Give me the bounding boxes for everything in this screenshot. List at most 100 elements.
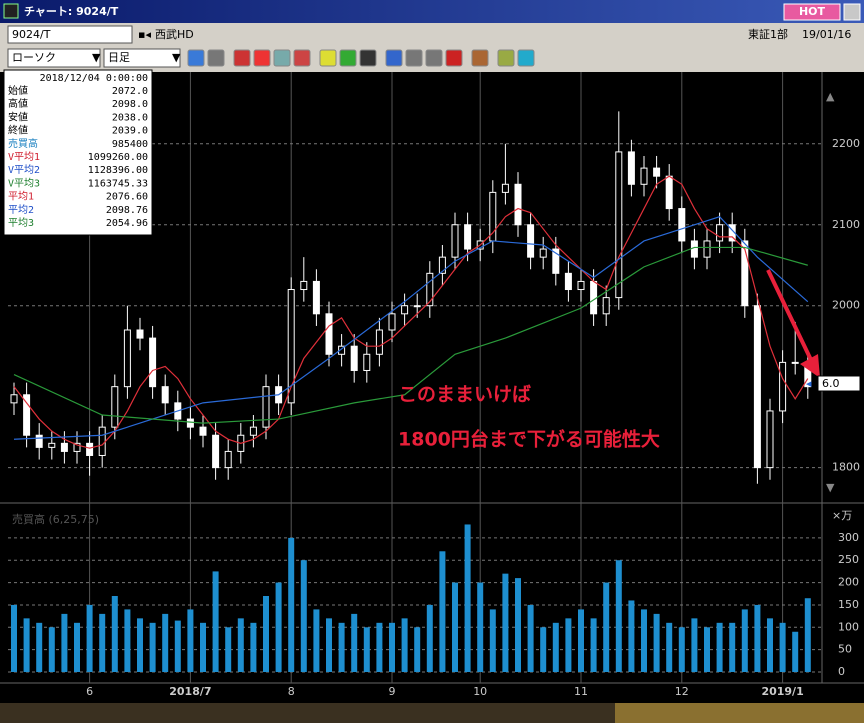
tool-button[interactable] [471, 49, 489, 67]
period-label[interactable]: 日足 [108, 51, 130, 64]
tool-button[interactable] [497, 49, 515, 67]
volume-bar [704, 627, 710, 672]
volume-bar [300, 560, 307, 672]
tool-button[interactable] [207, 49, 225, 67]
symbol-box[interactable] [7, 25, 133, 44]
tool-button[interactable] [425, 49, 443, 67]
volume-bar [691, 618, 698, 672]
candle-body [224, 450, 232, 469]
candle-body [413, 305, 421, 308]
tool-button[interactable] [405, 49, 423, 67]
hot-button[interactable] [783, 3, 841, 21]
volume-bar [565, 618, 572, 672]
tool-button[interactable] [445, 49, 463, 67]
candle-body [791, 361, 799, 364]
tool-button[interactable] [359, 49, 377, 67]
candle-body [779, 361, 787, 412]
info-label: 高値 [8, 97, 28, 110]
dropdown-arrow[interactable]: ▼ [172, 51, 181, 64]
volume-bar [74, 622, 80, 672]
volume-bar [552, 622, 559, 672]
info-label: 平均1 [8, 191, 34, 203]
candle-body [426, 272, 434, 307]
candle-body [249, 426, 257, 436]
volume-bar [237, 618, 244, 672]
volume-bar [452, 582, 458, 672]
candle-body [350, 345, 358, 371]
tool-button[interactable] [187, 49, 205, 67]
volume-bar [641, 609, 647, 672]
volume-bar [376, 622, 383, 672]
candle-body [35, 434, 43, 448]
y-tick-label: 150 [838, 598, 859, 611]
tool-button[interactable] [253, 49, 271, 67]
candle-body [48, 442, 56, 448]
tool-button[interactable] [273, 49, 291, 67]
candle-body [300, 280, 308, 291]
volume-title: 売買高 (6,25,75) [12, 512, 99, 526]
info-value: 2072.0 [112, 86, 148, 97]
volume-bar [162, 613, 169, 672]
period-select[interactable] [103, 48, 181, 68]
scroll-up[interactable]: ▲ [826, 90, 835, 103]
x-tick-label: 8 [288, 685, 295, 698]
volume-bar [174, 620, 181, 672]
volume-bar [225, 627, 232, 672]
tool-button[interactable] [319, 49, 337, 67]
volume-bar [36, 622, 43, 672]
kind-label[interactable]: ローソク [12, 51, 56, 64]
info-value: 1099260.00 [88, 152, 148, 163]
symbol[interactable]: 9024/T [12, 28, 51, 41]
tool-button[interactable] [293, 49, 311, 67]
tool-button[interactable] [339, 49, 357, 67]
volume-bar [615, 560, 622, 672]
info-value: 1128396.00 [88, 165, 148, 176]
x-tick-label: 11 [574, 685, 588, 698]
y-tick-label: 2000 [832, 299, 860, 312]
info-label: 売買高 [8, 137, 38, 150]
candle-body [262, 386, 270, 428]
volume-bar [439, 551, 446, 672]
tool-button[interactable] [517, 49, 535, 67]
hot-label[interactable]: HOT [799, 5, 826, 18]
volume-bar [678, 627, 685, 672]
volume-bar [86, 604, 93, 672]
volume-bar [363, 627, 370, 672]
volume-bar [426, 604, 433, 672]
volume-bar [590, 618, 597, 672]
volume-bar [754, 604, 761, 672]
volume-bar [515, 578, 521, 672]
scroll-down[interactable]: ▼ [826, 481, 835, 494]
volume-bar [767, 618, 773, 672]
candle-body [363, 353, 371, 371]
volume-bar [540, 627, 547, 672]
overview-selection[interactable] [615, 703, 864, 723]
kind-select[interactable] [7, 48, 101, 68]
candle-body [577, 280, 585, 291]
candle-body [539, 248, 547, 258]
y-tick-label: 300 [838, 531, 859, 544]
candle-body [552, 248, 560, 274]
price-box [817, 375, 861, 392]
candle-body [766, 410, 774, 469]
candle-body [678, 208, 686, 242]
y-tick-label: 1800 [832, 461, 860, 474]
candle-body [615, 151, 623, 299]
name-marker: ▪◂ [138, 28, 151, 41]
volume-bar [250, 622, 257, 672]
volume-bar [414, 627, 421, 672]
dropdown-arrow[interactable]: ▼ [92, 51, 101, 64]
close-button[interactable] [843, 3, 861, 21]
candle-body [212, 434, 220, 469]
y-tick-label: 100 [838, 620, 859, 633]
volume-bar [653, 613, 660, 672]
info-value: 2098.0 [112, 99, 148, 110]
volume-bar [137, 618, 143, 672]
candle-body [514, 183, 522, 226]
app-icon [3, 3, 19, 19]
candle-body [753, 305, 761, 469]
tool-button[interactable] [385, 49, 403, 67]
moving-average [13, 215, 809, 440]
tool-button[interactable] [233, 49, 251, 67]
